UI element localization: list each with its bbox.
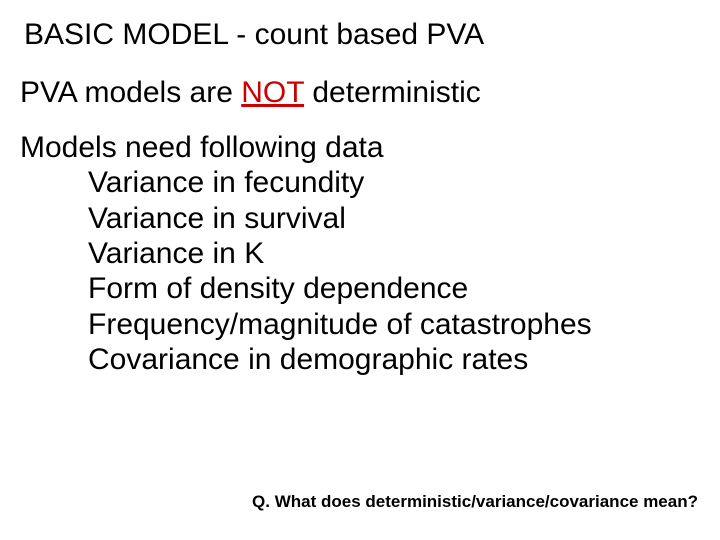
list-item: Frequency/magnitude of catastrophes [88, 307, 700, 342]
slide: BASIC MODEL - count based PVA PVA models… [0, 0, 720, 540]
slide-title: BASIC MODEL - count based PVA [24, 18, 700, 53]
statement-line: PVA models are NOT deterministic [20, 75, 700, 110]
footer-question: Q. What does deterministic/variance/cova… [252, 492, 698, 512]
block-heading: Models need following data [20, 131, 384, 164]
statement-emphasis-not: NOT [241, 76, 304, 109]
data-requirements-block: Models need following data Variance in f… [20, 130, 700, 378]
statement-post: deterministic [304, 76, 481, 109]
list-item: Variance in K [88, 236, 700, 271]
statement-pre: PVA models are [20, 76, 241, 109]
list-item: Form of density dependence [88, 271, 700, 306]
list-item: Variance in survival [88, 201, 700, 236]
list-item: Covariance in demographic rates [88, 342, 700, 377]
list-item: Variance in fecundity [88, 165, 700, 200]
